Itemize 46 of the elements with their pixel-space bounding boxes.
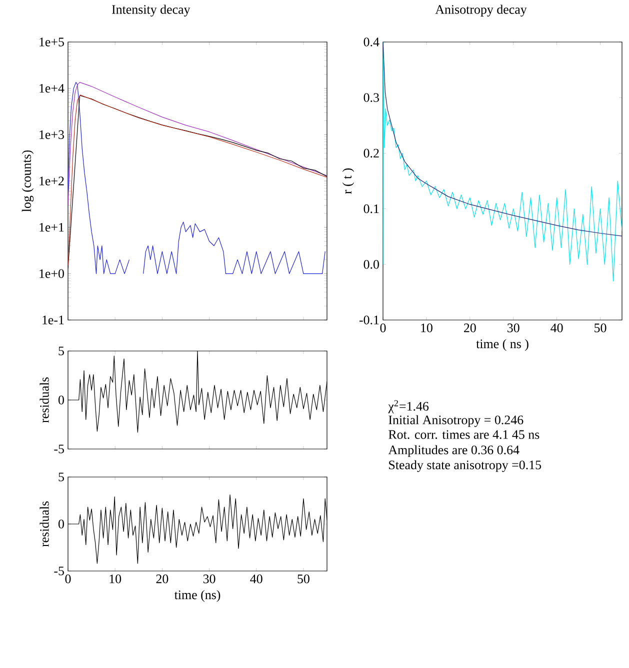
x-axis-title: time (ns) [174, 590, 220, 602]
text: χ$^{2}$=1.46 [388, 400, 429, 414]
text: Amplitudes are 0.36 0.64 [388, 445, 520, 457]
x-tick-label: 10 [421, 324, 432, 332]
y-axis-title: r ( t ) [342, 168, 354, 194]
chart-title: Anisotropy decay [435, 4, 527, 16]
line-series [383, 42, 622, 236]
x-tick-label: 0 [65, 574, 71, 584]
x-tick-label: 50 [298, 574, 310, 584]
y-axis-title: log (counts) [22, 150, 34, 212]
text: Rot. corr. times are 4.1 45 ns [388, 430, 540, 439]
y-tick-label: 1e+5 [40, 38, 64, 46]
y-tick-label: 1e+3 [40, 130, 64, 140]
chart-title: Intensity decay [112, 4, 190, 16]
x-tick-label: 20 [156, 574, 168, 584]
y-tick-label: 1e+2 [40, 176, 64, 186]
y-tick-label: 0.2 [364, 148, 379, 158]
y-axis-title: residuals [40, 377, 49, 423]
x-tick-label: 10 [110, 574, 122, 584]
y-tick-label: 5 [58, 346, 64, 356]
y-tick-label: 0 [58, 520, 64, 528]
y-tick-label: 1e+1 [40, 222, 64, 232]
x-tick-label: 50 [594, 324, 606, 332]
y-tick-label: -5 [54, 566, 64, 576]
x-tick-label: 30 [203, 574, 216, 584]
y-tick-label: 0.0 [364, 260, 379, 269]
y-tick-label: -5 [54, 444, 64, 454]
y-tick-label: 1e-1 [42, 316, 64, 324]
x-tick-label: 40 [550, 324, 563, 332]
text: Initial Anisotropy = 0.246 [388, 415, 524, 427]
x-tick-label: 20 [464, 324, 476, 332]
y-tick-label: -0.1 [359, 316, 379, 324]
x-tick-label: 30 [508, 324, 520, 332]
y-axis-title: residuals [40, 501, 49, 547]
line-series [68, 82, 327, 206]
y-tick-label: 0 [58, 396, 64, 404]
x-tick-label: 40 [250, 574, 262, 584]
y-tick-label: 1e+0 [40, 269, 64, 278]
y-tick-label: 1e+4 [40, 84, 64, 93]
x-axis-title: time ( ns ) [476, 339, 528, 351]
x-tick-label: 0 [380, 324, 386, 332]
y-tick-label: 5 [58, 472, 64, 482]
y-tick-label: 0.3 [364, 93, 379, 102]
text: Steady state anisotropy =0.15 [389, 460, 542, 472]
y-tick-label: 0.4 [364, 38, 380, 46]
y-tick-label: 0.1 [364, 204, 379, 214]
